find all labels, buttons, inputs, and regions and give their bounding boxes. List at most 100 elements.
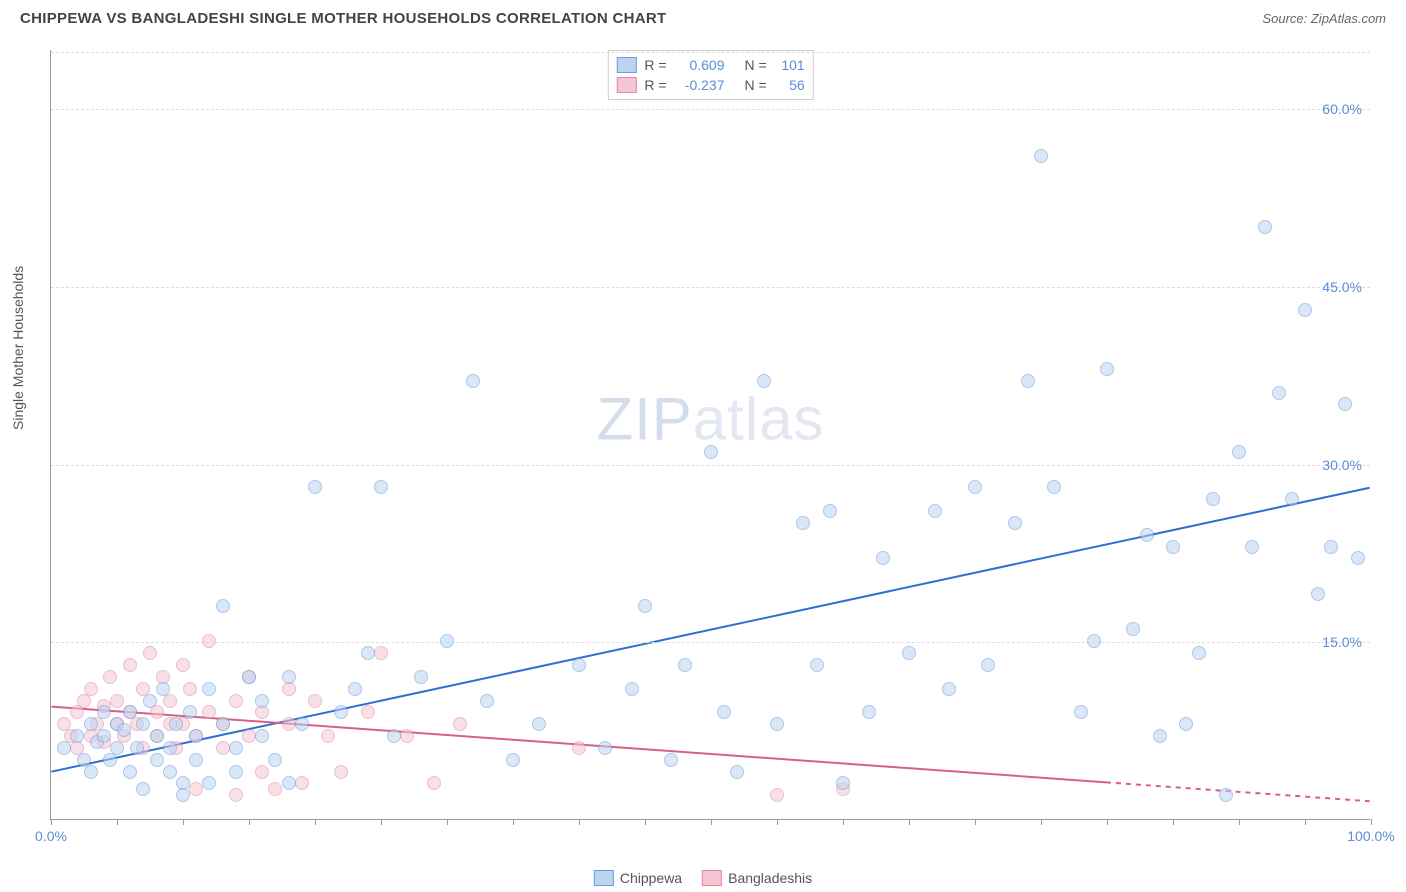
data-point [1272,386,1286,400]
grid-line [51,52,1370,53]
x-tick [1239,819,1240,825]
data-point [103,670,117,684]
data-point [70,729,84,743]
data-point [202,705,216,719]
data-point [334,765,348,779]
data-point [308,694,322,708]
data-point [1245,540,1259,554]
data-point [361,646,375,660]
x-tick-label: 0.0% [35,828,67,844]
data-point [136,717,150,731]
data-point [1008,516,1022,530]
data-point [163,741,177,755]
scatter-chart: ZIPatlas R =0.609N =101R =-0.237N =56 15… [50,50,1370,820]
x-tick [711,819,712,825]
data-point [282,670,296,684]
data-point [1034,149,1048,163]
legend-swatch [616,57,636,73]
data-point [572,658,586,672]
data-point [427,776,441,790]
data-point [216,741,230,755]
data-point [143,694,157,708]
x-tick [645,819,646,825]
legend-swatch [594,870,614,886]
data-point [156,682,170,696]
x-tick [117,819,118,825]
correlation-legend: R =0.609N =101R =-0.237N =56 [607,50,813,100]
data-point [189,782,203,796]
data-point [229,788,243,802]
data-point [638,599,652,613]
data-point [1232,445,1246,459]
n-value: 101 [775,57,805,73]
data-point [242,670,256,684]
data-point [84,682,98,696]
n-label: N = [745,77,767,93]
data-point [374,480,388,494]
data-point [1166,540,1180,554]
data-point [796,516,810,530]
data-point [216,717,230,731]
data-point [123,765,137,779]
data-point [84,765,98,779]
legend-row: R =0.609N =101 [616,55,804,75]
data-point [414,670,428,684]
data-point [163,765,177,779]
data-point [770,717,784,731]
x-tick-label: 100.0% [1347,828,1394,844]
data-point [1140,528,1154,542]
data-point [704,445,718,459]
data-point [506,753,520,767]
data-point [1206,492,1220,506]
x-tick [1305,819,1306,825]
data-point [1074,705,1088,719]
x-tick [315,819,316,825]
data-point [282,776,296,790]
data-point [730,765,744,779]
data-point [1258,220,1272,234]
n-label: N = [745,57,767,73]
data-point [176,788,190,802]
trend-lines [51,50,1370,819]
data-point [1087,634,1101,648]
data-point [110,741,124,755]
data-point [374,646,388,660]
data-point [123,705,137,719]
r-label: R = [644,77,666,93]
y-tick-label: 15.0% [1322,634,1362,650]
data-point [308,480,322,494]
data-point [202,682,216,696]
x-tick [183,819,184,825]
legend-item: Chippewa [594,870,682,886]
data-point [1338,397,1352,411]
legend-label: Chippewa [620,870,682,886]
data-point [229,765,243,779]
data-point [295,717,309,731]
data-point [202,776,216,790]
data-point [928,504,942,518]
x-tick [1041,819,1042,825]
data-point [183,705,197,719]
data-point [1351,551,1365,565]
data-point [189,729,203,743]
data-point [110,694,124,708]
data-point [136,782,150,796]
data-point [1153,729,1167,743]
data-point [466,374,480,388]
x-tick [51,819,52,825]
data-point [1192,646,1206,660]
data-point [1298,303,1312,317]
data-point [1285,492,1299,506]
legend-item: Bangladeshis [702,870,812,886]
x-tick [1173,819,1174,825]
y-axis-label: Single Mother Households [10,266,26,430]
data-point [163,694,177,708]
data-point [440,634,454,648]
data-point [295,776,309,790]
x-tick [777,819,778,825]
data-point [664,753,678,767]
source-label: Source: ZipAtlas.com [1262,11,1386,26]
grid-line [51,642,1370,643]
data-point [334,705,348,719]
data-point [176,658,190,672]
